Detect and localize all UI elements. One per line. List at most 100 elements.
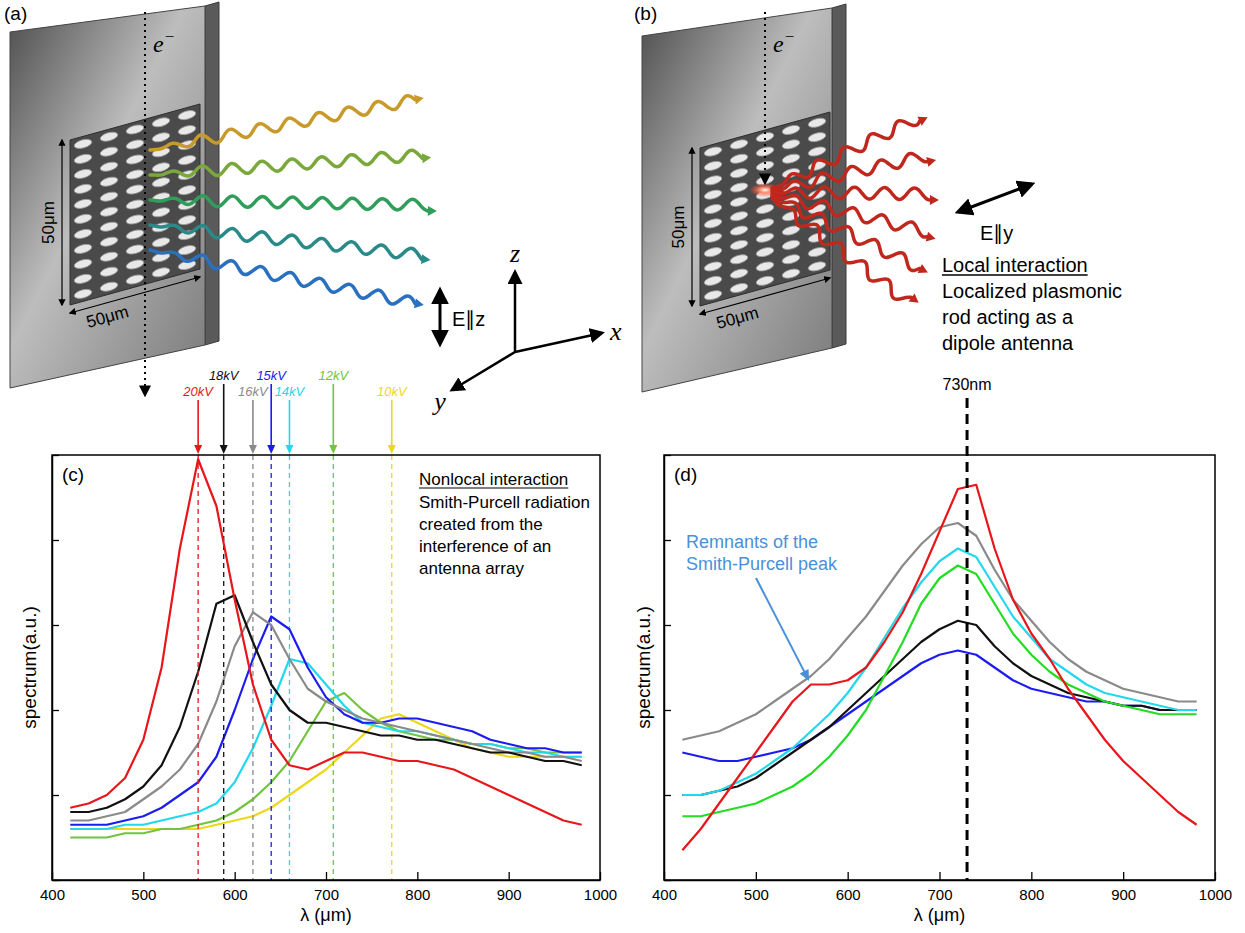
plasmonic-rod bbox=[729, 253, 748, 266]
plasmonic-rod bbox=[99, 160, 118, 173]
tick-label: 1000 bbox=[584, 886, 617, 903]
plasmonic-rod bbox=[177, 154, 196, 167]
tick bbox=[664, 455, 671, 456]
plasmonic-rod bbox=[703, 203, 722, 216]
series-label: 15kV bbox=[256, 368, 287, 383]
peak-line bbox=[333, 455, 334, 880]
panel-letter: (d) bbox=[674, 464, 697, 485]
plasmonic-rod bbox=[703, 174, 722, 187]
tick bbox=[52, 625, 59, 626]
electron-path bbox=[764, 12, 766, 183]
tick-mark bbox=[52, 455, 59, 456]
annotation-text: Smith-Purcell radiation bbox=[419, 493, 590, 512]
plasmonic-rod bbox=[729, 152, 748, 165]
axis-name: x bbox=[609, 317, 622, 346]
tick-label: 700 bbox=[314, 886, 339, 903]
plasmonic-rod bbox=[125, 213, 144, 226]
plasmonic-rod bbox=[99, 235, 118, 248]
underline bbox=[942, 274, 1088, 275]
plot-frame bbox=[664, 455, 1215, 880]
wave-arrowhead bbox=[926, 232, 936, 242]
tick: 1000 bbox=[1199, 872, 1232, 903]
coordinate-triad: zxy bbox=[431, 239, 622, 416]
emitted-wave bbox=[772, 153, 927, 190]
peak-arrowhead bbox=[220, 445, 228, 454]
emitted-wave bbox=[772, 187, 930, 200]
tick-mark bbox=[664, 880, 671, 881]
tick: 900 bbox=[1111, 872, 1136, 903]
tick-mark bbox=[52, 625, 59, 626]
plasmonic-rod bbox=[99, 250, 118, 263]
tick-label: 1000 bbox=[1199, 886, 1232, 903]
electron-symbol: e bbox=[153, 31, 164, 57]
description: dipole antenna bbox=[942, 332, 1074, 354]
series-label: 20kV bbox=[182, 384, 214, 399]
tick bbox=[664, 540, 671, 541]
peak-arrow bbox=[252, 400, 254, 446]
tick-label: 400 bbox=[652, 886, 677, 903]
plasmonic-rod bbox=[729, 282, 748, 295]
annotation-text: created from the bbox=[419, 515, 543, 534]
electron-label: e− bbox=[773, 27, 795, 57]
plasmonic-rod bbox=[703, 232, 722, 245]
plasmonic-rod bbox=[151, 131, 170, 144]
x-axis-title: λ (μm) bbox=[300, 905, 351, 925]
plasmonic-rod bbox=[73, 288, 92, 301]
tick-label: 500 bbox=[131, 886, 156, 903]
tick: 900 bbox=[497, 872, 522, 903]
spectrum-line bbox=[682, 523, 1196, 740]
plasmonic-rod bbox=[781, 124, 800, 137]
dimension-line bbox=[61, 140, 62, 305]
heading: Local interaction bbox=[942, 254, 1088, 276]
plasmonic-rod bbox=[807, 131, 826, 144]
series-label: 12kV bbox=[318, 368, 349, 383]
tick-mark bbox=[664, 795, 671, 796]
series-label: 16kV bbox=[238, 384, 269, 399]
axis-line bbox=[52, 456, 54, 881]
tick: 600 bbox=[836, 872, 861, 903]
spectrum-line bbox=[682, 566, 1196, 817]
electron-symbol: e bbox=[773, 31, 784, 57]
plasmonic-rod bbox=[125, 228, 144, 241]
plasmonic-rod bbox=[781, 138, 800, 151]
tick-label: 600 bbox=[836, 886, 861, 903]
tick-mark bbox=[52, 540, 59, 541]
peak-line bbox=[252, 455, 253, 880]
peak-arrowhead bbox=[267, 445, 275, 454]
annotation-arrow bbox=[756, 578, 805, 674]
plot-frame bbox=[52, 455, 600, 880]
tick: 800 bbox=[405, 872, 430, 903]
x-axis: 4005006007008009001000 bbox=[40, 872, 617, 903]
dimension-label: 50μm bbox=[39, 201, 58, 244]
plasmonic-rod bbox=[703, 275, 722, 288]
spectrum-line bbox=[70, 693, 581, 838]
tick bbox=[664, 710, 671, 711]
plasmonic-rod bbox=[151, 206, 170, 219]
spectrum-line bbox=[70, 612, 581, 820]
figure: 50μm50μme−E∥z(a)50μm50μme−E∥y(b)Local in… bbox=[0, 0, 1245, 933]
plasmonic-rod bbox=[755, 260, 774, 273]
plasmonic-rod bbox=[177, 124, 196, 137]
plasmonic-rod bbox=[781, 239, 800, 252]
tick-mark bbox=[1123, 872, 1124, 880]
plate bbox=[642, 8, 832, 392]
peak-arrowhead bbox=[388, 445, 396, 454]
peak-arrow bbox=[270, 384, 272, 446]
axis-arrow bbox=[514, 272, 517, 352]
reference-line bbox=[966, 398, 969, 880]
wave-arrowhead bbox=[421, 254, 430, 264]
peak-arrowhead bbox=[329, 445, 337, 454]
peak-arrow bbox=[391, 400, 393, 446]
annotation-text: antenna array bbox=[419, 559, 524, 578]
x-axis-title: λ (μm) bbox=[914, 905, 965, 925]
peak-arrowhead bbox=[285, 445, 293, 454]
plasmonic-rod bbox=[807, 231, 826, 244]
electron-label: e− bbox=[153, 27, 175, 57]
tick: 700 bbox=[314, 872, 339, 903]
wave-arrowhead bbox=[422, 153, 431, 163]
underline bbox=[419, 487, 568, 488]
electron-path bbox=[144, 12, 146, 395]
tick-mark bbox=[1031, 872, 1032, 880]
plasmonic-rod bbox=[99, 205, 118, 218]
plasmonic-rod bbox=[755, 217, 774, 230]
